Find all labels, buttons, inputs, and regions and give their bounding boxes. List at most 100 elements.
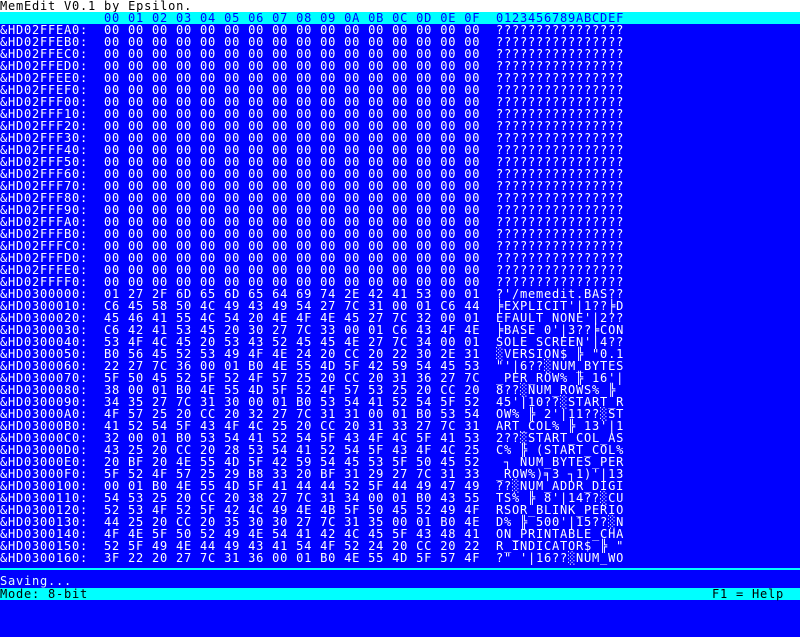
address: &HD0300040: (0, 335, 89, 349)
address: &HD02FFF00: (0, 95, 89, 109)
hex-bytes: 00 00 00 00 00 00 00 00 00 00 00 00 00 0… (104, 47, 481, 61)
hex-row: &HD02FFFE0: 00 00 00 00 00 00 00 00 00 00… (0, 264, 800, 276)
address: &HD0300110: (0, 491, 89, 505)
hex-row: &HD02FFEE0: 00 00 00 00 00 00 00 00 00 00… (0, 72, 800, 84)
hex-row: &HD02FFEC0: 00 00 00 00 00 00 00 00 00 00… (0, 48, 800, 60)
address: &HD0300080: (0, 383, 89, 397)
address: &HD0300140: (0, 527, 89, 541)
hex-row: &HD02FFFC0: 00 00 00 00 00 00 00 00 00 00… (0, 240, 800, 252)
hex-row: &HD02FFEA0: 00 00 00 00 00 00 00 00 00 00… (0, 24, 800, 36)
hex-row: &HD0300090: 34 35 27 7C 31 30 00 01 B0 53… (0, 396, 800, 408)
hex-bytes: 00 00 00 00 00 00 00 00 00 00 00 00 00 0… (104, 155, 481, 169)
hex-row: &HD0300030: C6 42 41 53 45 20 30 27 7C 33… (0, 324, 800, 336)
address: &HD02FFF30: (0, 131, 89, 145)
hex-bytes: 00 00 00 00 00 00 00 00 00 00 00 00 00 0… (104, 239, 481, 253)
address: &HD0300010: (0, 299, 89, 313)
hex-bytes: 00 00 00 00 00 00 00 00 00 00 00 00 00 0… (104, 95, 481, 109)
hex-bytes: 00 00 00 00 00 00 00 00 00 00 00 00 00 0… (104, 215, 481, 229)
ascii-text: TS% ╠ 8'|14??░CU (496, 491, 625, 505)
hex-row: &HD0300110: 54 53 25 20 CC 20 38 27 7C 31… (0, 492, 800, 504)
ascii-text: ???????????????? (496, 203, 625, 217)
address: &HD0300100: (0, 479, 89, 493)
hex-bytes: 4F 4E 5F 50 52 49 4E 54 41 42 4C 45 5F 4… (104, 527, 481, 541)
address: &HD02FFF40: (0, 143, 89, 157)
ascii-text: ╞EXPLICIT'|1??╞D (496, 299, 625, 313)
hex-bytes: 00 00 00 00 00 00 00 00 00 00 00 00 00 0… (104, 203, 481, 217)
ascii-text: ???????????????? (496, 107, 625, 121)
hex-bytes: B0 56 45 52 53 49 4F 4E 24 20 CC 20 22 3… (104, 347, 481, 361)
hex-row: &HD03000E0: 20 BF 20 4E 55 4D 5F 42 59 54… (0, 456, 800, 468)
address: &HD02FFFE0: (0, 263, 89, 277)
hex-row: &HD0300020: 45 46 41 55 4C 54 20 4E 4F 4E… (0, 312, 800, 324)
ascii-text: SOLE SCREEN'|4?? (496, 335, 625, 349)
address: &HD0300120: (0, 503, 89, 517)
column-header: 00 01 02 03 04 05 06 07 08 09 0A 0B 0C 0… (0, 12, 800, 24)
title-bar: MemEdit V0.1 by Epsilon. (0, 0, 800, 12)
hex-row: &HD02FFEF0: 00 00 00 00 00 00 00 00 00 00… (0, 84, 800, 96)
hex-row: &HD0300130: 44 25 20 CC 20 35 30 30 27 7C… (0, 516, 800, 528)
hex-row: &HD0300150: 52 5F 49 4E 44 49 43 41 54 4F… (0, 540, 800, 552)
hex-row: &HD0300140: 4F 4E 5F 50 52 49 4E 54 41 42… (0, 528, 800, 540)
hex-bytes: 43 25 20 CC 20 28 53 54 41 52 54 5F 43 4… (104, 443, 481, 457)
hex-bytes: 00 00 00 00 00 00 00 00 00 00 00 00 00 0… (104, 23, 481, 37)
address: &HD02FFF60: (0, 167, 89, 181)
address: &HD02FFEA0: (0, 23, 89, 37)
ascii-text: ???????????????? (496, 23, 625, 37)
memedit-screen: MemEdit V0.1 by Epsilon. 00 01 02 03 04 … (0, 0, 800, 600)
hex-row: &HD0300120: 52 53 4F 52 5F 42 4C 49 4E 4B… (0, 504, 800, 516)
hex-bytes: C6 42 41 53 45 20 30 27 7C 33 00 01 C6 4… (104, 323, 481, 337)
hex-bytes: 34 35 27 7C 31 30 00 01 B0 53 54 41 52 5… (104, 395, 481, 409)
hex-bytes: 4F 57 25 20 CC 20 32 27 7C 31 31 00 01 B… (104, 407, 481, 421)
hex-row: &HD0300080: 38 00 01 B0 4E 55 4D 5F 52 4F… (0, 384, 800, 396)
address: &HD0300150: (0, 539, 89, 553)
ascii-text: ?'/memedit.BAS?? (496, 287, 625, 301)
ascii-text: ░VERSION$ ╠ "0.1 (496, 347, 625, 361)
address: &HD02FFFF0: (0, 275, 89, 289)
hex-row: &HD02FFF60: 00 00 00 00 00 00 00 00 00 00… (0, 168, 800, 180)
address: &HD02FFFA0: (0, 215, 89, 229)
hex-row: &HD02FFFD0: 00 00 00 00 00 00 00 00 00 00… (0, 252, 800, 264)
ascii-text: ???????????????? (496, 47, 625, 61)
hex-bytes: 3F 22 20 27 7C 31 36 00 01 B0 4E 55 4D 5… (104, 551, 481, 565)
ascii-header: 0123456789ABCDEF (496, 11, 625, 25)
address: &HD03000B0: (0, 419, 89, 433)
address: &HD02FFF20: (0, 119, 89, 133)
address: &HD0300070: (0, 371, 89, 385)
hex-bytes: 00 00 00 00 00 00 00 00 00 00 00 00 00 0… (104, 227, 481, 241)
hex-row: &HD02FFFF0: 00 00 00 00 00 00 00 00 00 00… (0, 276, 800, 288)
hex-row: &HD0300000: 01 27 2F 6D 65 6D 65 64 69 74… (0, 288, 800, 300)
ascii-text: ???????????????? (496, 239, 625, 253)
hex-bytes: 00 00 00 00 00 00 00 00 00 00 00 00 00 0… (104, 131, 481, 145)
hex-row: &HD03000B0: 41 52 54 5F 43 4F 4C 25 20 CC… (0, 420, 800, 432)
ascii-text: ??░NUM_ADDR_DIGI (496, 479, 625, 493)
ascii-text: ???????????????? (496, 155, 625, 169)
address: &HD02FFEE0: (0, 71, 89, 85)
ascii-text: ???????????????? (496, 59, 625, 73)
hex-row: &HD02FFEB0: 00 00 00 00 00 00 00 00 00 00… (0, 36, 800, 48)
hex-bytes: 44 25 20 CC 20 35 30 30 27 7C 31 35 00 0… (104, 515, 481, 529)
hex-row: &HD02FFF90: 00 00 00 00 00 00 00 00 00 00… (0, 204, 800, 216)
address: &HD02FFFD0: (0, 251, 89, 265)
ascii-text: ART_COL% ╠ 13'|1 (496, 419, 625, 433)
hex-bytes: 5F 50 45 52 5F 52 4F 57 25 20 CC 20 31 3… (104, 371, 481, 385)
hex-bytes: 52 5F 49 4E 44 49 43 41 54 4F 52 24 20 C… (104, 539, 481, 553)
address: &HD02FFF10: (0, 107, 89, 121)
address: &HD02FFF90: (0, 203, 89, 217)
hex-bytes: 00 00 00 00 00 00 00 00 00 00 00 00 00 0… (104, 143, 481, 157)
address: &HD02FFF80: (0, 191, 89, 205)
hex-bytes: 54 53 25 20 CC 20 38 27 7C 31 34 00 01 B… (104, 491, 481, 505)
ascii-text: ???????????????? (496, 167, 625, 181)
address: &HD02FFF70: (0, 179, 89, 193)
address: &HD02FFF50: (0, 155, 89, 169)
ascii-text: ???????????????? (496, 71, 625, 85)
ascii-text: ┐ NUM_BYTES_PER (496, 455, 625, 469)
address: &HD0300050: (0, 347, 89, 361)
address: &HD0300020: (0, 311, 89, 325)
ascii-text: ???????????????? (496, 191, 625, 205)
ascii-text: ?" '|16??░NUM_WO (496, 551, 625, 565)
title: MemEdit V0.1 by Epsilon. (0, 0, 193, 13)
ascii-text: "'|6??░NUM_BYTES (496, 359, 625, 373)
hex-row: &HD02FFF10: 00 00 00 00 00 00 00 00 00 00… (0, 108, 800, 120)
hex-bytes: 00 00 00 00 00 00 00 00 00 00 00 00 00 0… (104, 251, 481, 265)
hex-bytes: 41 52 54 5F 43 4F 4C 25 20 CC 20 31 33 2… (104, 419, 481, 433)
